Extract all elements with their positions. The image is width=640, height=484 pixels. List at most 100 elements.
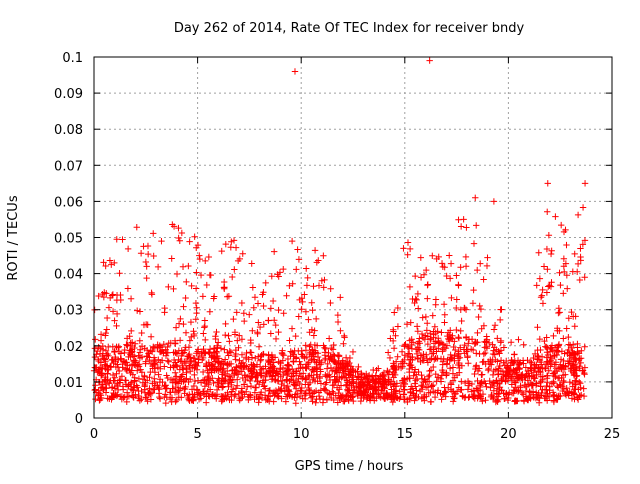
data-point xyxy=(267,330,275,337)
data-point xyxy=(398,348,406,355)
data-point xyxy=(211,355,218,363)
data-point xyxy=(474,266,481,274)
data-point xyxy=(551,361,558,368)
data-point xyxy=(169,385,176,392)
data-point xyxy=(95,292,102,300)
data-point xyxy=(206,308,214,315)
data-point xyxy=(313,395,320,403)
data-point xyxy=(340,369,348,377)
data-point xyxy=(474,387,482,395)
data-point xyxy=(303,365,310,372)
data-point xyxy=(231,331,239,338)
data-point xyxy=(111,317,118,324)
data-point xyxy=(572,385,579,393)
data-point xyxy=(438,329,445,336)
data-point xyxy=(414,328,422,335)
data-point xyxy=(136,354,144,362)
data-point xyxy=(455,334,462,341)
data-point xyxy=(455,282,462,289)
data-point xyxy=(133,224,140,231)
data-point xyxy=(297,361,304,368)
data-point xyxy=(277,365,284,373)
data-point xyxy=(144,242,152,250)
data-point xyxy=(306,329,313,336)
data-point xyxy=(400,391,408,398)
data-point xyxy=(154,263,162,271)
data-point xyxy=(385,371,392,378)
data-point xyxy=(111,347,118,355)
data-point xyxy=(349,348,357,356)
data-point xyxy=(170,364,177,371)
data-point xyxy=(275,328,282,336)
data-point xyxy=(304,360,312,368)
data-point xyxy=(115,348,123,355)
data-point xyxy=(544,266,551,273)
data-point xyxy=(322,387,330,394)
data-point xyxy=(231,266,238,273)
data-point xyxy=(320,284,327,291)
data-point xyxy=(566,341,574,349)
data-point xyxy=(420,271,428,278)
data-point xyxy=(162,391,169,398)
data-point xyxy=(274,377,282,385)
data-point xyxy=(148,291,156,298)
data-point xyxy=(490,198,498,205)
data-point xyxy=(491,322,499,329)
data-point xyxy=(483,262,491,270)
data-point xyxy=(462,263,470,270)
data-point xyxy=(234,337,241,344)
data-point xyxy=(490,367,498,375)
data-point xyxy=(464,386,472,393)
data-point xyxy=(206,393,213,400)
data-point xyxy=(239,250,246,257)
data-point xyxy=(397,360,405,368)
data-point xyxy=(527,389,535,397)
data-point xyxy=(111,259,118,267)
data-point xyxy=(547,283,555,290)
data-point xyxy=(121,346,128,354)
y-tick-label: 0.02 xyxy=(54,340,83,355)
data-point xyxy=(272,321,279,329)
data-point xyxy=(406,337,413,344)
data-point xyxy=(243,349,250,357)
data-point xyxy=(424,295,431,302)
data-point xyxy=(142,321,150,328)
data-point xyxy=(518,389,526,397)
data-point xyxy=(406,245,414,253)
data-point xyxy=(560,385,567,393)
data-point xyxy=(404,251,411,259)
data-point xyxy=(210,293,218,300)
data-point xyxy=(412,393,419,401)
data-point xyxy=(457,223,465,230)
data-point xyxy=(296,358,303,365)
data-point xyxy=(143,263,150,270)
data-point xyxy=(195,346,202,353)
data-point xyxy=(228,396,235,404)
data-point xyxy=(187,318,195,326)
data-point xyxy=(565,341,572,348)
data-point xyxy=(568,344,575,352)
data-point xyxy=(431,323,439,330)
data-point xyxy=(134,367,141,374)
data-point xyxy=(508,374,515,382)
data-point xyxy=(520,341,527,348)
data-point xyxy=(339,367,347,374)
data-point xyxy=(165,283,172,291)
data-point xyxy=(522,381,529,389)
data-point xyxy=(320,252,327,259)
data-point xyxy=(565,314,572,322)
data-point xyxy=(172,324,180,331)
data-point xyxy=(127,339,134,347)
data-point xyxy=(100,259,107,266)
data-point xyxy=(502,378,509,385)
data-point xyxy=(563,325,570,332)
data-point xyxy=(562,371,569,378)
data-point xyxy=(330,381,338,389)
data-point xyxy=(185,262,192,270)
data-point xyxy=(427,330,434,337)
data-point xyxy=(528,367,535,374)
data-point xyxy=(461,379,469,387)
data-point xyxy=(144,398,151,405)
data-point xyxy=(511,351,518,358)
